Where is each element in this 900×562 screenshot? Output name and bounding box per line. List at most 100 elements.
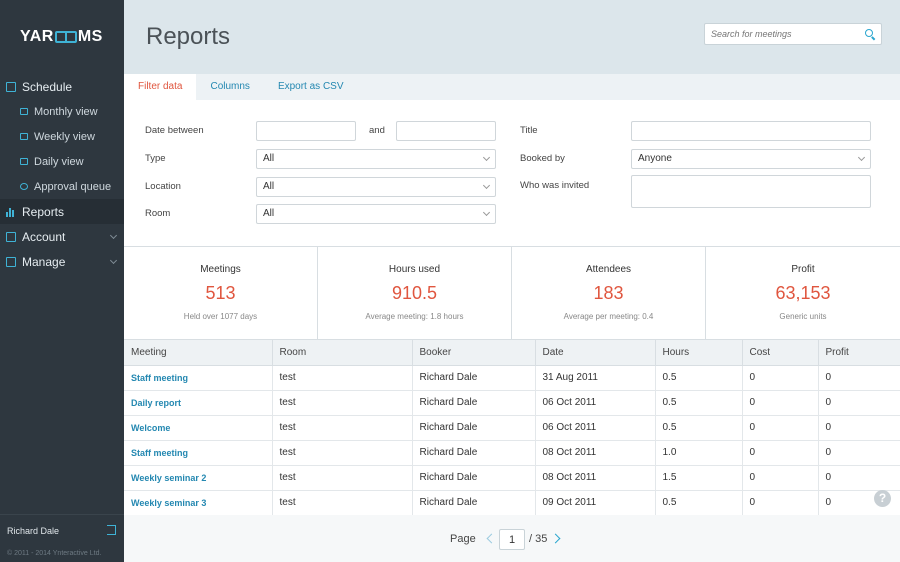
logo[interactable]: YAR MS: [0, 0, 124, 74]
meeting-link[interactable]: Staff meeting: [124, 365, 273, 391]
columns-icon: [20, 133, 28, 140]
room-cell: test: [272, 365, 413, 391]
help-icon[interactable]: ?: [874, 490, 891, 507]
cost-cell: 0: [742, 365, 819, 391]
bar-chart-icon: [6, 207, 16, 217]
sidebar-item-label: Schedule: [22, 79, 73, 94]
stat-value: 910.5: [391, 283, 438, 303]
tab-filter-data[interactable]: Filter data: [124, 74, 197, 100]
sidebar-item-label: Reports: [22, 204, 65, 219]
room-cell: test: [272, 415, 413, 441]
stats-bar: Meetings 513 Held over 1077 days Hours u…: [124, 246, 900, 340]
stat-label: Meetings: [200, 264, 241, 275]
hours-cell: 1.5: [655, 465, 743, 491]
sidebar-item-schedule[interactable]: Schedule: [0, 74, 124, 99]
room-cell: test: [272, 440, 413, 466]
invited-field[interactable]: [631, 175, 871, 208]
search-box: [704, 23, 882, 45]
column-header-meeting[interactable]: Meeting: [124, 340, 273, 366]
sidebar: YAR MS Schedule Monthly view Weekly view…: [0, 0, 124, 562]
profit-cell: 0: [818, 365, 900, 391]
room-select[interactable]: All: [256, 204, 496, 224]
sidebar-item-label: Approval queue: [34, 180, 112, 193]
table-row: Staff meeting test Richard Dale 31 Aug 2…: [124, 365, 900, 391]
hours-cell: 0.5: [655, 365, 743, 391]
room-label: Room: [145, 208, 171, 219]
type-label: Type: [145, 153, 166, 164]
stat-attendees: Attendees 183 Average per meeting: 0.4: [512, 247, 706, 339]
meeting-link[interactable]: Daily report: [124, 390, 273, 416]
page-number-input[interactable]: [499, 529, 525, 550]
queue-icon: [20, 183, 28, 190]
title-label: Title: [520, 125, 538, 136]
column-header-booker[interactable]: Booker: [412, 340, 536, 366]
page-title: Reports: [146, 23, 231, 50]
stat-value: 513: [205, 283, 236, 303]
logo-text-left: YAR: [20, 28, 54, 45]
sidebar-item-reports[interactable]: Reports: [0, 199, 124, 224]
booker-cell: Richard Dale: [412, 415, 536, 441]
tab-export-csv[interactable]: Export as CSV: [277, 81, 344, 92]
cost-cell: 0: [742, 465, 819, 491]
room-cell: test: [272, 490, 413, 516]
sidebar-item-weekly-view[interactable]: Weekly view: [0, 124, 124, 149]
date-cell: 08 Oct 2011: [535, 440, 656, 466]
hours-cell: 1.0: [655, 440, 743, 466]
date-from-field[interactable]: [256, 121, 356, 141]
tab-columns[interactable]: Columns: [210, 81, 250, 92]
meeting-link[interactable]: Weekly seminar 2: [124, 465, 273, 491]
page-total: / 35: [529, 533, 548, 545]
sidebar-item-approval-queue[interactable]: Approval queue: [0, 174, 124, 199]
date-cell: 06 Oct 2011: [535, 415, 656, 441]
column-header-hours[interactable]: Hours: [655, 340, 743, 366]
stat-value: 183: [593, 283, 624, 303]
chevron-left-icon[interactable]: [486, 533, 497, 544]
stat-sub: Average meeting: 1.8 hours: [365, 312, 464, 321]
column-header-room[interactable]: Room: [272, 340, 413, 366]
column-header-profit[interactable]: Profit: [818, 340, 900, 366]
chevron-right-icon[interactable]: [550, 533, 561, 544]
table-row: Weekly seminar 3 test Richard Dale 09 Oc…: [124, 490, 900, 516]
invited-label: Who was invited: [520, 180, 590, 191]
user-name[interactable]: Richard Dale: [7, 526, 60, 536]
logout-icon[interactable]: [107, 525, 116, 535]
meeting-link[interactable]: Weekly seminar 3: [124, 490, 273, 516]
sidebar-item-account[interactable]: Account: [0, 224, 124, 249]
type-select[interactable]: All: [256, 149, 496, 169]
hours-cell: 0.5: [655, 415, 743, 441]
filter-panel: Date between and Type All Location All R…: [124, 100, 900, 246]
date-to-field[interactable]: [396, 121, 496, 141]
meeting-link[interactable]: Welcome: [124, 415, 273, 441]
sidebar-item-daily-view[interactable]: Daily view: [0, 149, 124, 174]
booker-cell: Richard Dale: [412, 365, 536, 391]
booked-by-label: Booked by: [520, 153, 565, 164]
search-input[interactable]: [705, 24, 855, 44]
date-cell: 08 Oct 2011: [535, 465, 656, 491]
column-header-cost[interactable]: Cost: [742, 340, 819, 366]
location-select[interactable]: All: [256, 177, 496, 197]
column-header-date[interactable]: Date: [535, 340, 656, 366]
location-label: Location: [145, 181, 181, 192]
hours-cell: 0.5: [655, 390, 743, 416]
stat-value: 63,153: [775, 283, 831, 303]
meeting-link[interactable]: Staff meeting: [124, 440, 273, 466]
cost-cell: 0: [742, 490, 819, 516]
logo-text-right: MS: [77, 28, 103, 45]
profit-cell: 0: [818, 465, 900, 491]
chevron-down-icon: [109, 256, 118, 265]
stat-sub: Average per meeting: 0.4: [563, 312, 654, 321]
table-row: Weekly seminar 2 test Richard Dale 08 Oc…: [124, 465, 900, 491]
stat-label: Profit: [791, 264, 815, 275]
sidebar-item-monthly-view[interactable]: Monthly view: [0, 99, 124, 124]
sidebar-item-label: Weekly view: [34, 130, 95, 143]
sidebar-item-manage[interactable]: Manage: [0, 249, 124, 274]
booker-cell: Richard Dale: [412, 440, 536, 466]
stat-hours-used: Hours used 910.5 Average meeting: 1.8 ho…: [318, 247, 512, 339]
stat-sub: Held over 1077 days: [183, 312, 258, 321]
booked-by-select[interactable]: Anyone: [631, 149, 871, 169]
sidebar-item-label: Account: [22, 229, 66, 244]
sidebar-footer: Richard Dale © 2011 - 2014 Ynteractive L…: [0, 514, 124, 562]
pagination: Page / 35: [124, 515, 900, 562]
search-icon[interactable]: [865, 29, 873, 37]
title-field[interactable]: [631, 121, 871, 141]
